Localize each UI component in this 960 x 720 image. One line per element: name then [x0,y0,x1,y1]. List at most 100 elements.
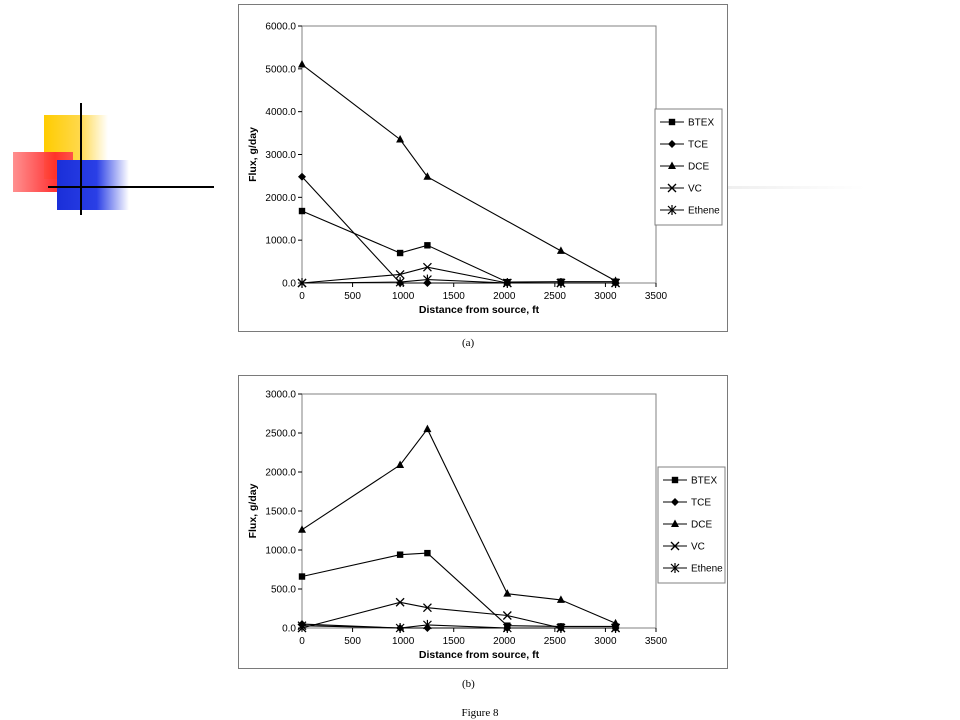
series-line-dce [301,64,616,282]
legend-label: BTEX [691,476,717,487]
x-tick-label: 500 [344,291,361,302]
legend-label: TCE [691,498,711,509]
legend-item-btex: BTEX [660,118,714,129]
y-axis-title: Flux, g/day [247,127,259,182]
legend-marker-tce [671,498,679,506]
x-tick-label: 3000 [594,636,617,647]
series-btex [298,549,619,630]
legend-label: TCE [688,140,708,151]
y-tick-label: 6000.0 [265,22,296,33]
series-line-ethene [301,624,616,629]
legend-marker-dce [671,519,679,527]
x-tick-label: 2000 [493,636,516,647]
point-ethene [611,623,620,633]
point-btex [424,242,431,249]
point-vc [395,269,405,279]
legend-marker-ethene [667,205,677,215]
plot-area [301,25,657,284]
point-dce [298,525,306,533]
x-tick-label: 3500 [645,636,668,647]
y-tick-label: 2500.0 [265,429,296,440]
point-ethene [395,623,405,633]
legend-item-dce: DCE [660,161,709,173]
x-tick-label: 2500 [544,636,567,647]
y-tick-label: 2000.0 [265,468,296,479]
chart-panel-a: 0.0 1000.0 2000.0 3000.0 4000.0 5000.0 6000.0 0… [238,4,728,332]
legend: BTEX TCE DCE VC Ethene [657,466,726,584]
legend-box [657,466,726,584]
series-ethene [297,619,620,633]
legend-item-dce: DCE [663,519,712,531]
x-tick-label: 3000 [594,291,617,302]
legend-item-tce: TCE [663,498,711,509]
point-ethene [422,274,432,285]
x-tick-label: 1000 [392,636,415,647]
point-btex [396,551,404,558]
y-tick-label: 0.0 [282,279,296,290]
point-vc [395,597,405,607]
x-tick-label: 1500 [443,291,466,302]
panel-caption-b: (b) [462,678,475,690]
point-vc [502,611,512,620]
chart-panel-b: 0.0 500.0 1000.0 1500.0 2000.0 2500.0 3000.0 0 5… [238,375,728,669]
point-dce [556,246,565,254]
point-ethene [611,278,620,288]
point-ethene [502,278,512,288]
flux-chart-a: 0.0 1000.0 2000.0 3000.0 4000.0 5000.0 6000.0 0… [247,22,723,316]
y-tick-label: 2000.0 [265,193,296,204]
x-axis-title: Distance from source, ft [419,649,540,661]
y-tick-label: 3000.0 [265,150,296,161]
point-dce [423,172,432,180]
legend-marker-dce [668,161,676,169]
point-dce [396,460,405,468]
x-tick-label: 0 [299,291,305,302]
y-tick-label: 0.0 [282,624,296,635]
point-dce [423,424,432,433]
point-ethene [297,620,307,631]
point-vc [422,262,432,272]
legend-label: Ethene [688,206,720,217]
blue-square-decoration [57,160,129,210]
legend-item-vc: VC [660,184,702,195]
point-vc [422,603,432,613]
x-tick-label: 500 [344,636,361,647]
plot-area [301,393,657,629]
series-line-btex [301,210,616,283]
x-tick-label: 2500 [544,291,567,302]
y-axis-title: Flux, g/day [247,483,259,538]
x-tick-label: 0 [299,636,305,647]
legend-label: VC [688,184,702,195]
legend-label: DCE [688,162,709,173]
legend-marker-ethene [670,563,680,573]
y-tick-label: 500.0 [271,585,296,596]
panel-caption-a: (a) [462,337,475,349]
y-tick-label: 3000.0 [265,390,296,401]
point-btex [424,549,431,557]
series-line-btex [301,552,616,627]
legend-item-tce: TCE [660,140,708,151]
faint-rule-decoration [720,186,865,189]
point-dce [556,595,565,603]
series-line-tce [301,176,616,284]
y-tick-label: 1000.0 [265,546,296,557]
horizontal-rule-decoration [48,186,214,188]
legend-label: DCE [691,520,712,531]
point-dce [611,618,620,627]
point-ethene [556,278,566,288]
y-tick-label: 1500.0 [265,507,296,518]
x-tick-label: 1000 [392,291,415,302]
point-ethene [395,277,405,288]
legend-marker-vc [670,541,680,551]
point-ethene [422,619,432,630]
point-dce [298,60,306,68]
legend-label: Ethene [691,564,723,575]
series-line-ethene [301,279,616,284]
point-ethene [297,278,307,288]
legend-item-vc: VC [663,542,705,553]
y-tick-label: 5000.0 [265,64,296,75]
series-line-vc [301,601,616,629]
x-tick-label: 1500 [443,636,466,647]
flux-chart-b: 0.0 500.0 1000.0 1500.0 2000.0 2500.0 3000.0 0 5… [247,390,726,661]
legend-marker-vc [667,183,677,193]
point-ethene [502,623,512,633]
